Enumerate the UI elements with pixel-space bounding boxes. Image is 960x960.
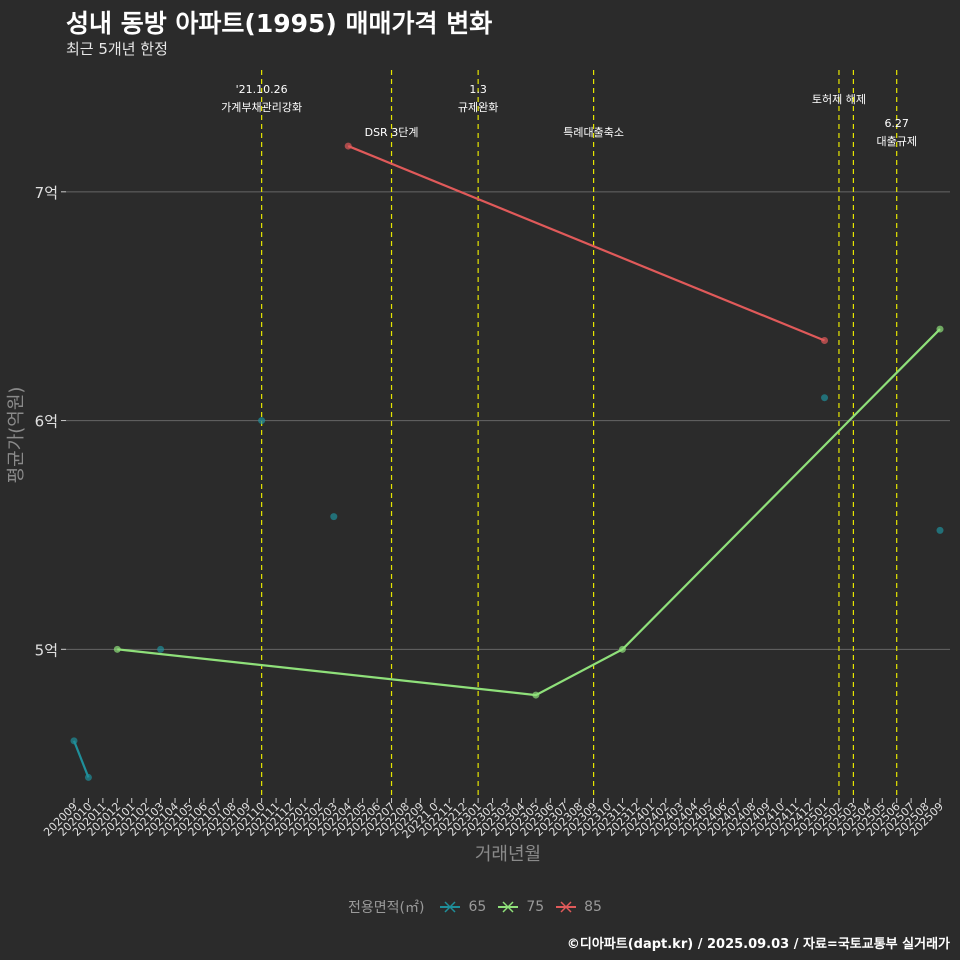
event-label: 규제완화 bbox=[458, 101, 498, 114]
x-axis: 2020092020102020112020122021012021022021… bbox=[41, 798, 946, 841]
event-label: 토허제 해제 bbox=[812, 92, 866, 106]
data-point-65 bbox=[157, 645, 165, 653]
y-axis: 5억 6억 7억 bbox=[35, 184, 66, 659]
legend: 전용면적(㎡) 65 75 85 bbox=[0, 896, 960, 918]
legend-key-85 bbox=[556, 901, 577, 913]
data-point-65 bbox=[70, 737, 78, 745]
y-axis-label: 평균가(억원) bbox=[6, 387, 27, 484]
legend-label: 85 bbox=[584, 899, 602, 915]
series-line-65 bbox=[72, 740, 90, 778]
legend-title: 전용면적(㎡) bbox=[348, 900, 425, 916]
legend-key-75 bbox=[498, 901, 519, 913]
series-line-85 bbox=[347, 145, 825, 342]
data-point-65 bbox=[84, 773, 92, 781]
grid bbox=[66, 191, 950, 650]
event-label: 대출규제 bbox=[876, 135, 916, 148]
chart-subtitle: 최근 5개년 한정 bbox=[66, 40, 168, 58]
data-point-65 bbox=[258, 417, 266, 425]
data-point-65 bbox=[330, 513, 338, 521]
event-label: '21.10.26 bbox=[236, 83, 288, 96]
data-point-75 bbox=[936, 325, 944, 333]
legend-label: 75 bbox=[526, 899, 545, 915]
data-point-85 bbox=[821, 337, 829, 344]
event-label: DSR 3단계 bbox=[365, 126, 419, 139]
data-point-85 bbox=[344, 142, 352, 150]
data-point-65 bbox=[821, 394, 829, 402]
legend-label: 65 bbox=[468, 899, 487, 915]
event-label: 1.3 bbox=[469, 83, 487, 96]
y-tick-label: 7억 bbox=[35, 184, 58, 202]
data-point-75 bbox=[618, 645, 626, 653]
legend-item-85: 85 bbox=[554, 899, 602, 915]
data-point-75 bbox=[113, 645, 121, 653]
series-layer bbox=[70, 142, 944, 781]
series-line-75 bbox=[117, 328, 941, 697]
event-label: 특례대출축소 bbox=[563, 126, 624, 139]
y-tick-label: 5억 bbox=[35, 641, 58, 659]
x-axis-label: 거래년월 bbox=[475, 844, 541, 865]
legend-item-75: 75 bbox=[496, 899, 544, 915]
event-label: 6.27 bbox=[884, 117, 909, 130]
y-tick-label: 6억 bbox=[35, 413, 58, 431]
legend-key-65 bbox=[440, 901, 461, 913]
data-point-75 bbox=[532, 691, 540, 699]
data-point-65 bbox=[936, 526, 944, 534]
caption: ©디아파트(dapt.kr) / 2025.09.03 / 자료=국토교통부 실… bbox=[566, 937, 950, 952]
event-label: 가계부채관리강화 bbox=[221, 101, 302, 114]
legend-item-65: 65 bbox=[438, 899, 486, 915]
chart-title: 성내 동방 아파트(1995) 매매가격 변화 bbox=[66, 9, 493, 38]
